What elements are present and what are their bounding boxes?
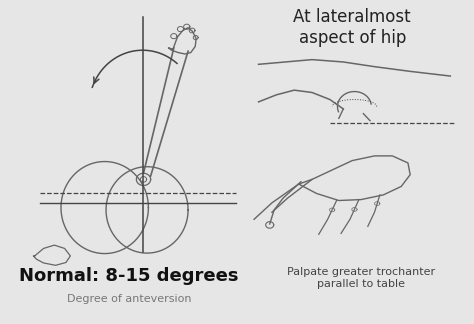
Text: At lateralmost
aspect of hip: At lateralmost aspect of hip [293, 8, 411, 47]
Text: Palpate greater trochanter
parallel to table: Palpate greater trochanter parallel to t… [287, 267, 435, 289]
Text: Normal: 8-15 degrees: Normal: 8-15 degrees [19, 267, 239, 285]
Text: Degree of anteversion: Degree of anteversion [67, 295, 191, 305]
